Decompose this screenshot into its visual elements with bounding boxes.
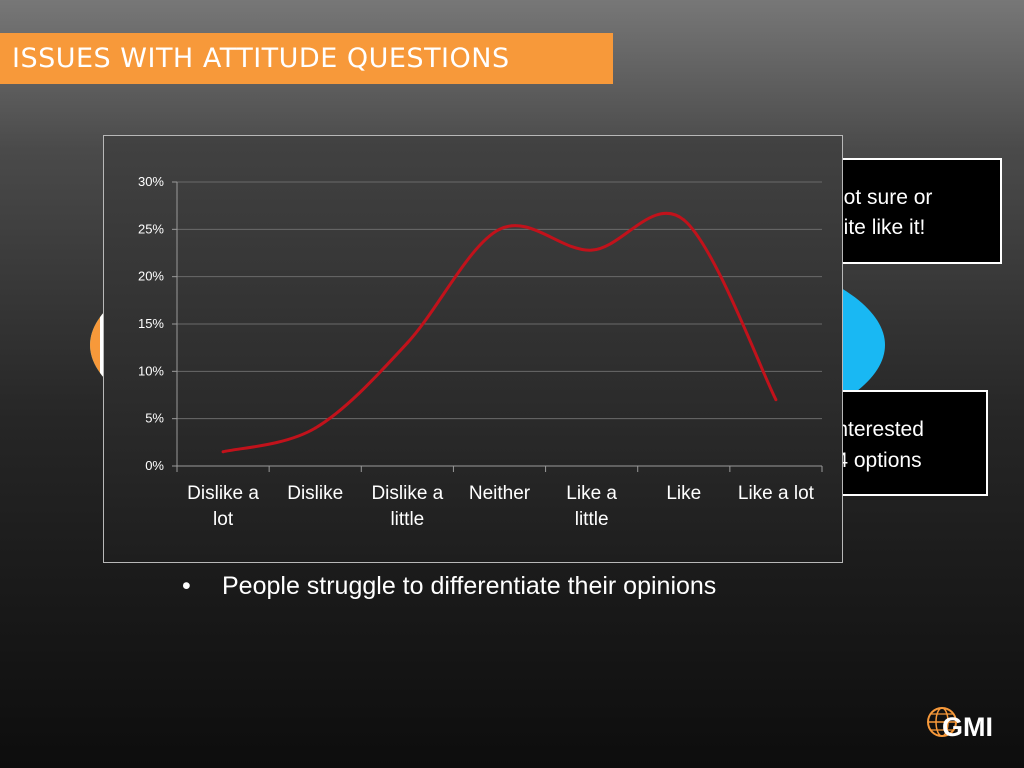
callout-bottom-line-1: t interested <box>820 418 924 441</box>
x-tick-label: little <box>575 509 609 530</box>
x-tick-label: lot <box>213 509 234 530</box>
y-tick-label: 10% <box>138 363 164 378</box>
chart-svg: 0% 5% 10% 15% 20% 25% 30% Dislike a lot Dislike Di… <box>138 174 823 530</box>
data-point <box>682 218 686 222</box>
x-tick-label: Like a <box>566 483 617 504</box>
callout-bottom-line-2: x 4 options <box>820 449 922 472</box>
gmi-logo: GMI <box>926 700 1006 746</box>
x-tick-label: Dislike <box>287 483 343 504</box>
y-tick-label: 0% <box>145 458 164 473</box>
globe-icon <box>927 707 957 737</box>
x-tick-label: Dislike a <box>371 483 443 504</box>
y-tick-label: 15% <box>138 316 164 331</box>
bullet-marker: • <box>182 572 191 600</box>
data-point <box>498 227 501 231</box>
x-tick-label: little <box>390 509 424 530</box>
x-tick-label: Like a lot <box>738 483 815 504</box>
data-point <box>590 248 594 252</box>
data-point <box>774 398 778 402</box>
logo-text: GMI <box>942 712 993 742</box>
callout-top-line-2: uite like it! <box>832 216 926 239</box>
y-tick-label: 25% <box>138 221 164 236</box>
line-chart: 0% 5% 10% 15% 20% 25% 30% Dislike a lot Dislike Di… <box>103 135 843 563</box>
y-tick-label: 20% <box>138 269 164 284</box>
data-point <box>313 426 317 430</box>
x-tick-label: Like <box>666 483 701 504</box>
x-tick-label: Neither <box>469 483 531 504</box>
data-point <box>221 450 225 454</box>
data-point <box>405 341 409 345</box>
series-line <box>222 211 778 454</box>
bullet-text: People struggle to differentiate their o… <box>222 572 717 600</box>
x-tick-label: Dislike a <box>187 483 259 504</box>
slide-title: ISSUES WITH ATTITUDE QUESTIONS <box>12 43 510 74</box>
y-tick-label: 30% <box>138 174 164 189</box>
y-tick-label: 5% <box>145 411 164 426</box>
callout-top-line-1: not sure or <box>832 186 933 209</box>
title-bar: ISSUES WITH ATTITUDE QUESTIONS <box>0 33 613 84</box>
